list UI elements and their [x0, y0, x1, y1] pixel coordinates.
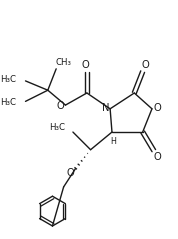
Text: O: O [142, 60, 149, 70]
Text: H₃C: H₃C [0, 76, 16, 84]
Text: H₃C: H₃C [0, 98, 16, 107]
Text: O: O [81, 60, 89, 70]
Text: H₃C: H₃C [49, 123, 66, 132]
Text: O: O [57, 101, 65, 111]
Text: O: O [154, 103, 161, 113]
Text: O: O [154, 152, 161, 162]
Text: O: O [66, 168, 74, 178]
Text: H: H [110, 137, 116, 146]
Text: CH₃: CH₃ [56, 58, 72, 67]
Text: N: N [102, 103, 109, 113]
